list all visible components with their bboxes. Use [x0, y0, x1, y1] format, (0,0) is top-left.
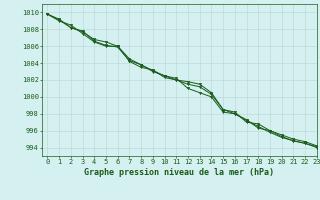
X-axis label: Graphe pression niveau de la mer (hPa): Graphe pression niveau de la mer (hPa) — [84, 168, 274, 177]
